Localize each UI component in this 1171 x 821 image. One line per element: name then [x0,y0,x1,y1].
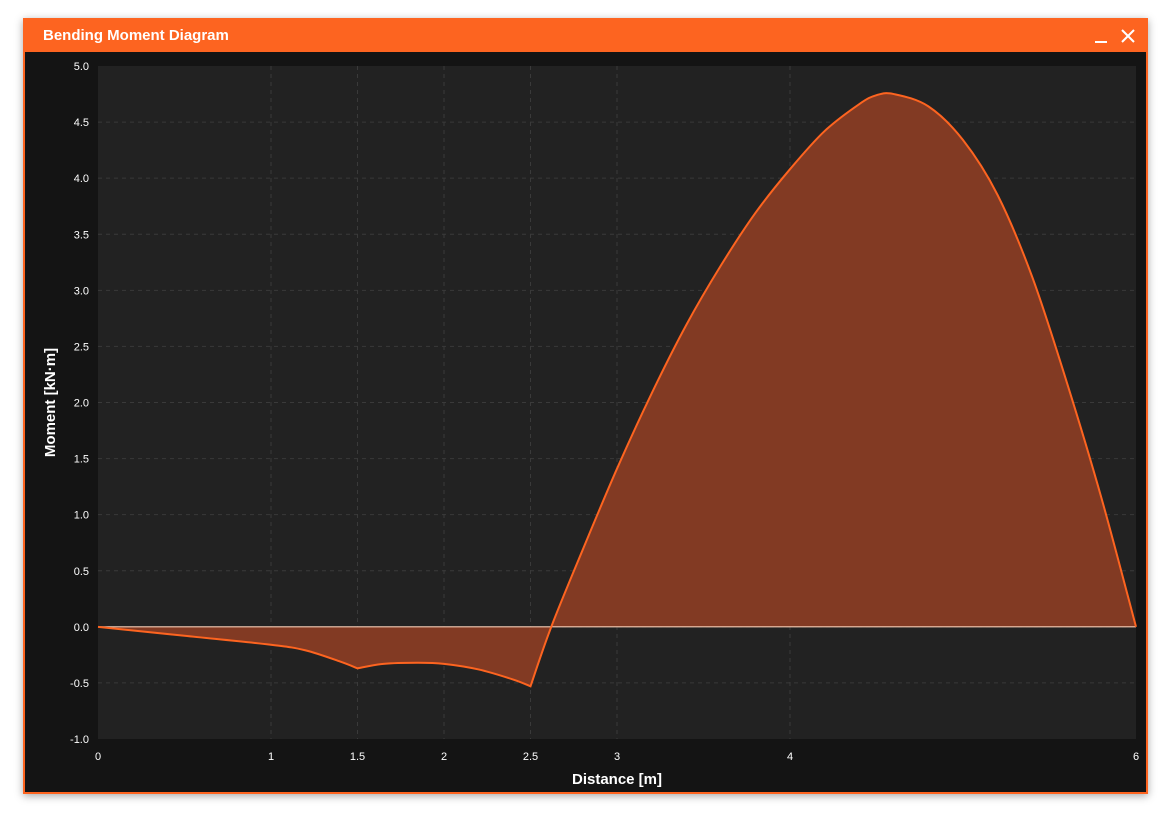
moment-area-fill [98,93,1136,687]
y-tick-label: 2.0 [74,398,89,410]
x-tick-label: 3 [614,751,620,763]
y-tick-label: 2.5 [74,341,89,353]
y-tick-label: -1.0 [70,734,89,746]
y-tick-label: 4.5 [74,117,89,129]
x-tick-label: 1 [268,751,274,763]
x-tick-label: 6 [1133,751,1139,763]
y-tick-label: 1.5 [74,454,89,466]
y-tick-label: 0.0 [74,622,89,634]
chart-window: Bending Moment Diagram -1.0 -0.5 0.0 0.5 1.0… [23,18,1148,794]
minimize-icon [1095,41,1107,43]
moment-curve [97,92,1137,688]
minimize-button[interactable] [1089,24,1113,48]
window-title: Bending Moment Diagram [43,27,229,44]
y-tick-label: 1.0 [74,510,89,522]
x-tick-label: 2.5 [523,751,538,763]
x-tick-label: 4 [787,751,793,763]
y-axis-label: Moment [kN·m] [42,348,59,457]
y-tick-label: 0.5 [74,566,89,578]
x-tick-label: 0 [95,751,101,763]
y-tick-label: 3.5 [74,229,89,241]
x-tick-label: 2 [441,751,447,763]
close-button[interactable] [1116,24,1140,48]
x-axis-label: Distance [m] [572,771,662,788]
y-tick-label: 3.0 [74,285,89,297]
y-tick-label: -0.5 [70,678,89,690]
y-tick-label: 5.0 [74,61,89,73]
tick-labels: -1.0 -0.5 0.0 0.5 1.0 1.5 2.0 2.5 3.0 3.5 4.0 4.5 5.… [70,61,1139,763]
title-bar[interactable]: Bending Moment Diagram [25,20,1146,52]
close-icon [1121,29,1135,43]
y-tick-label: 4.0 [74,173,89,185]
bending-moment-chart: -1.0 -0.5 0.0 0.5 1.0 1.5 2.0 2.5 3.0 3.5 4.0 4.5 5.… [42,61,1139,788]
x-tick-label: 1.5 [350,751,365,763]
